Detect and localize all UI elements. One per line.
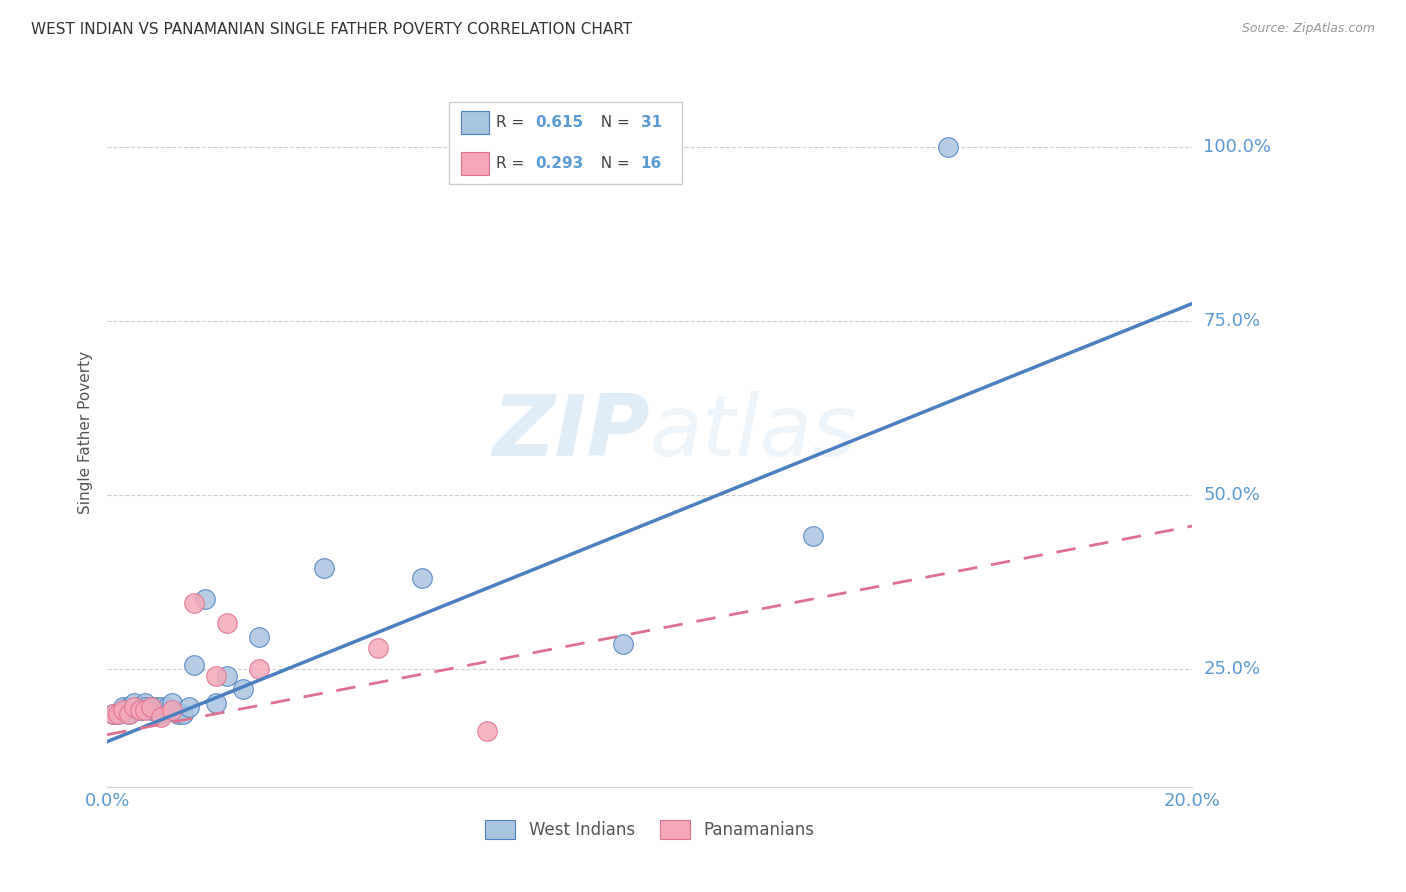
Point (112, 703, 135, 717)
Point (112, 703, 135, 717)
Text: R =: R = (496, 115, 529, 130)
Point (150, 710, 173, 724)
Point (118, 706, 141, 721)
Point (367, 640, 389, 655)
Text: atlas: atlas (650, 391, 858, 474)
Point (204, 668, 226, 682)
Text: N =: N = (592, 156, 636, 171)
Point (124, 703, 146, 717)
Legend: West Indians, Panamanians: West Indians, Panamanians (478, 814, 821, 846)
Point (204, 697, 226, 711)
Point (112, 699, 135, 714)
Point (139, 703, 162, 717)
Point (411, 571, 433, 585)
Text: 31: 31 (641, 115, 662, 130)
Point (134, 699, 156, 714)
Point (232, 682, 254, 697)
Point (475, 724, 498, 739)
Text: 16: 16 (641, 156, 662, 171)
Point (156, 699, 179, 714)
Y-axis label: Single Father Poverty: Single Father Poverty (79, 351, 93, 514)
Point (128, 703, 150, 717)
Point (247, 630, 270, 644)
Point (194, 592, 217, 607)
Text: R =: R = (496, 156, 529, 171)
Point (150, 699, 173, 714)
Point (183, 658, 205, 673)
Point (162, 697, 184, 711)
Point (128, 703, 150, 717)
Point (172, 706, 194, 721)
Point (101, 706, 124, 721)
Point (139, 699, 162, 714)
Point (215, 668, 238, 682)
Text: 75.0%: 75.0% (1204, 312, 1261, 330)
Point (162, 703, 184, 717)
Text: 100.0%: 100.0% (1204, 138, 1271, 156)
Text: ZIP: ZIP (492, 391, 650, 474)
Point (314, 561, 336, 575)
Point (107, 706, 129, 721)
Point (118, 706, 141, 721)
Text: N =: N = (592, 115, 636, 130)
Point (177, 699, 200, 714)
Text: WEST INDIAN VS PANAMANIAN SINGLE FATHER POVERTY CORRELATION CHART: WEST INDIAN VS PANAMANIAN SINGLE FATHER … (31, 22, 633, 37)
Text: 25.0%: 25.0% (1204, 659, 1261, 678)
Point (166, 706, 188, 721)
Point (107, 706, 129, 721)
Text: 0.615: 0.615 (536, 115, 583, 130)
Point (215, 616, 238, 631)
Text: 50.0%: 50.0% (1204, 486, 1260, 504)
Point (801, 529, 824, 543)
Point (612, 637, 634, 651)
Point (145, 699, 167, 714)
Point (124, 699, 146, 714)
Point (134, 703, 156, 717)
Point (101, 706, 124, 721)
Point (247, 662, 270, 676)
Point (150, 706, 173, 721)
Point (134, 697, 156, 711)
Text: 0.293: 0.293 (536, 156, 583, 171)
Point (936, 140, 959, 154)
Point (183, 595, 205, 609)
Point (118, 699, 141, 714)
Text: Source: ZipAtlas.com: Source: ZipAtlas.com (1241, 22, 1375, 36)
Point (124, 697, 146, 711)
